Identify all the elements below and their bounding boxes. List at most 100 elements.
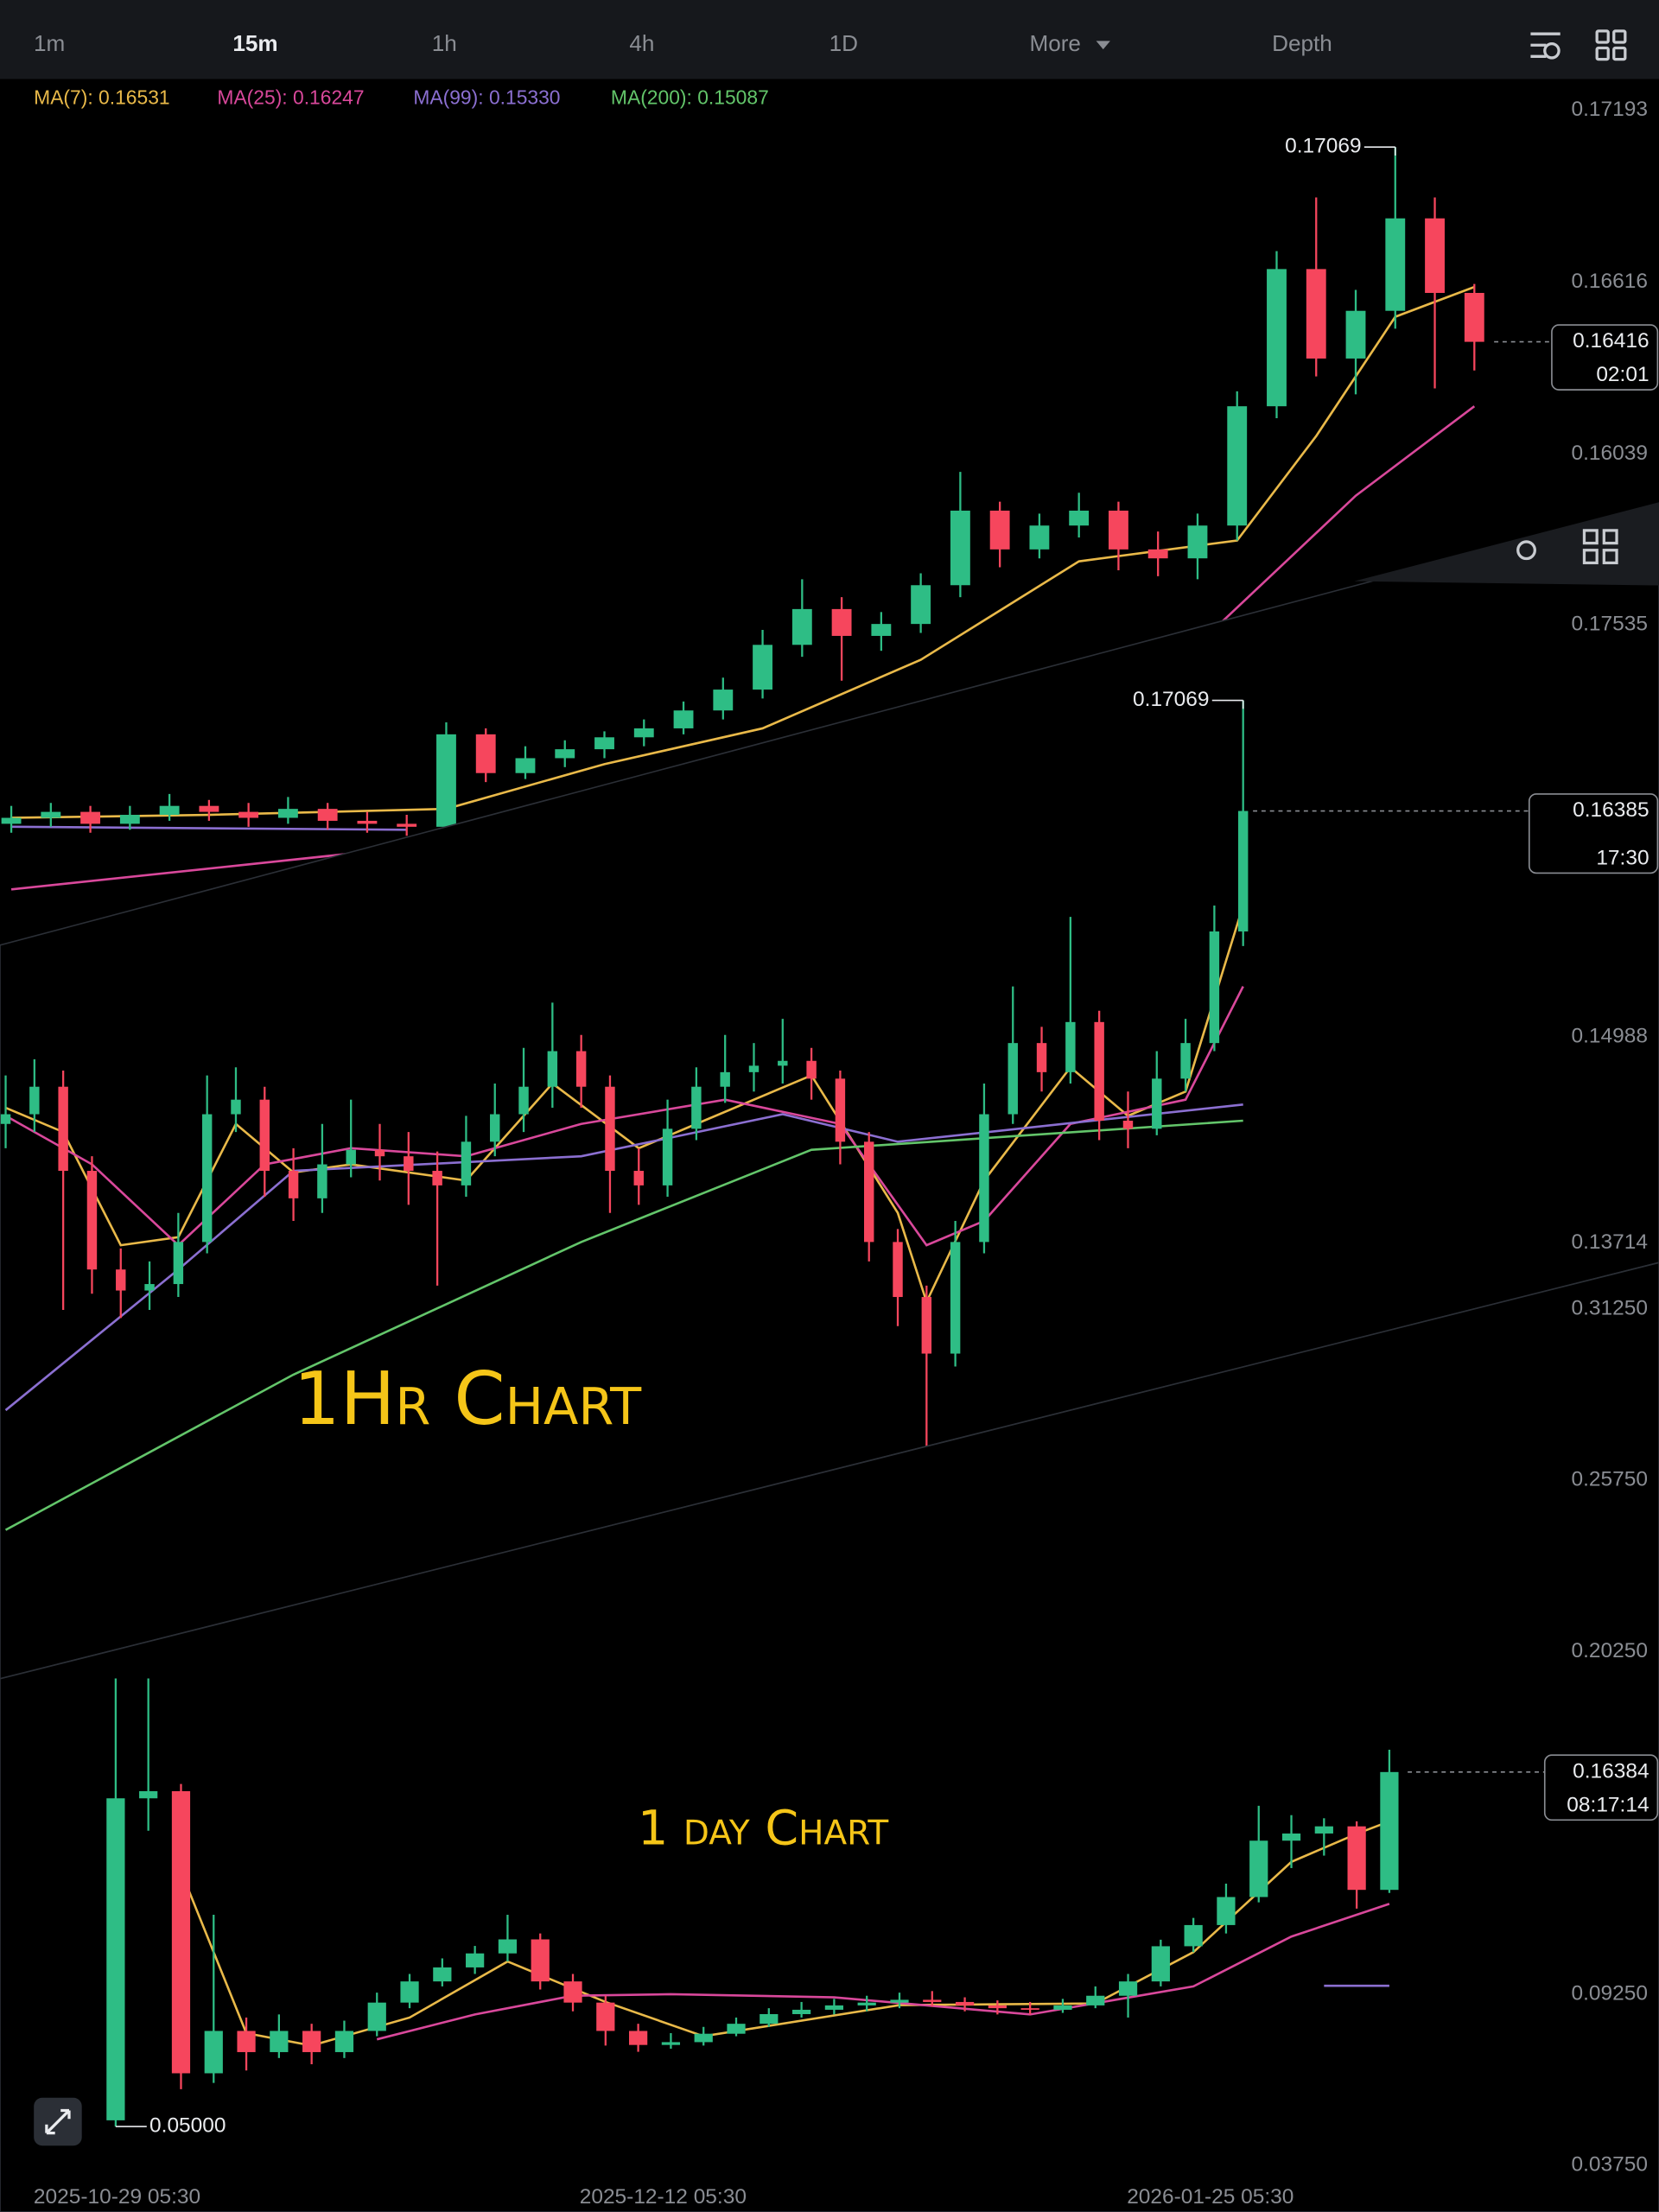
candle-body: [317, 1164, 327, 1198]
chart-settings-icon[interactable]: [1530, 32, 1560, 60]
candle-body: [1217, 1897, 1236, 1925]
chart-1h: [0, 700, 1249, 1531]
candle-body: [691, 1086, 702, 1129]
candle-body: [144, 1284, 155, 1291]
high-label: 0.17069: [1133, 688, 1209, 711]
candle-body: [1029, 525, 1050, 550]
y-tick-label: 0.20250: [1571, 1639, 1647, 1662]
candle-body: [374, 1149, 385, 1157]
candle-body: [1020, 2008, 1039, 2010]
annotation: 1Hr Chart: [294, 1357, 642, 1442]
y-tick-label: 0.31250: [1571, 1297, 1647, 1320]
y-tick-label: 0.13714: [1571, 1230, 1647, 1254]
candle-body: [346, 1149, 356, 1165]
x-tick-label: 2026-01-25 05:30: [1127, 2185, 1294, 2209]
timeframe-tab[interactable]: Depth: [1272, 30, 1332, 56]
countdown: 08:17:14: [1567, 1793, 1649, 1816]
candle-body: [1227, 406, 1248, 526]
timeframe-tab[interactable]: More: [1029, 30, 1081, 56]
candle-body: [432, 1171, 442, 1185]
candle-body: [531, 1939, 550, 1982]
candle-body: [1380, 1771, 1399, 1891]
moving-average-line: [4, 986, 1244, 1247]
candle-body: [1065, 1021, 1076, 1072]
candle-body: [231, 1099, 241, 1115]
candle-body: [748, 1065, 760, 1072]
candle-body: [1, 817, 22, 824]
candle-body: [1314, 1826, 1333, 1834]
timeframe-tabs: 1m 15m 1h 4h 1D More Depth: [34, 30, 1332, 56]
timeframe-tab[interactable]: 1m: [34, 30, 65, 56]
candle-body: [594, 737, 614, 750]
candle-body: [662, 1128, 673, 1185]
chart-1d-panel: [0, 1262, 1659, 2212]
candle-body: [890, 1999, 909, 2003]
candle-body: [397, 823, 417, 827]
candle-body: [80, 811, 101, 824]
countdown: 17:30: [1596, 847, 1649, 870]
y-tick-label: 0.17193: [1571, 98, 1647, 121]
candle-body: [317, 809, 338, 821]
candle-body: [893, 1242, 903, 1298]
candle-body: [633, 728, 654, 738]
moving-average-line: [11, 285, 1475, 819]
timeframe-tab[interactable]: 4h: [629, 30, 654, 56]
tab-bar: [0, 0, 1659, 79]
timeframe-tab[interactable]: 1D: [830, 30, 858, 56]
countdown: 02:01: [1596, 363, 1649, 386]
chart-1h-toolbar: [1354, 502, 1659, 586]
ma-legend-item: MA(7): 0.16531: [34, 86, 169, 108]
layout-icon[interactable]: [1595, 29, 1627, 61]
timeframe-tab[interactable]: 1h: [432, 30, 457, 56]
candle-body: [923, 1999, 942, 2002]
expand-button[interactable]: [34, 2097, 82, 2146]
overlay: 0.17193 0.16616 0.16039 0.16416 02:01 0.17069…: [34, 86, 1659, 2209]
candle-body: [1425, 218, 1445, 294]
moving-average-line: [4, 1119, 1243, 1531]
ma-legend-item: MA(200): 0.15087: [611, 86, 769, 108]
candle-body: [1007, 1043, 1018, 1115]
candle-body: [461, 1141, 472, 1185]
candle-body: [0, 1114, 11, 1124]
timeframe-tab[interactable]: 15m: [232, 30, 277, 56]
candle-body: [29, 1086, 40, 1115]
candle-body: [596, 2002, 615, 2031]
candle-body: [713, 690, 734, 711]
x-tick-label: 2025-12-12 05:30: [580, 2185, 747, 2209]
candle-body: [871, 624, 892, 636]
ma-legend-item: MA(99): 0.15330: [413, 86, 560, 108]
y-tick-label: 0.14988: [1571, 1025, 1647, 1048]
candle-body: [547, 1051, 558, 1087]
last-price: 0.16385: [1573, 798, 1649, 822]
candle-body: [1053, 2005, 1072, 2010]
candle-body: [237, 2031, 256, 2052]
candle-body: [950, 1242, 961, 1354]
last-price-tag: [1543, 1754, 1659, 1821]
candle-body: [955, 2001, 975, 2005]
candle-body: [563, 1981, 582, 2003]
candle-body: [466, 1953, 485, 1967]
y-tick-label: 0.16616: [1571, 270, 1647, 293]
candle-body: [979, 1114, 989, 1243]
candle-body: [1151, 1946, 1170, 1982]
candle-body: [989, 510, 1010, 550]
candle-body: [1267, 269, 1287, 407]
candle-body: [988, 2005, 1007, 2009]
candle-body: [1122, 1121, 1134, 1129]
candle-body: [835, 1078, 846, 1142]
last-price-tag: [1528, 793, 1659, 874]
candle-body: [857, 2002, 876, 2005]
candle-body: [605, 1086, 615, 1172]
y-tick-label: 0.09250: [1571, 1981, 1647, 2005]
candle-body: [555, 749, 575, 759]
candle-body: [791, 608, 812, 645]
candle-body: [1347, 1826, 1366, 1891]
candle-body: [753, 645, 772, 690]
candle-body: [238, 811, 259, 818]
candle-body: [116, 1269, 126, 1291]
candle-body: [1118, 1981, 1138, 1996]
y-tick-label: 0.25750: [1571, 1468, 1647, 1491]
candle-body: [921, 1297, 932, 1354]
